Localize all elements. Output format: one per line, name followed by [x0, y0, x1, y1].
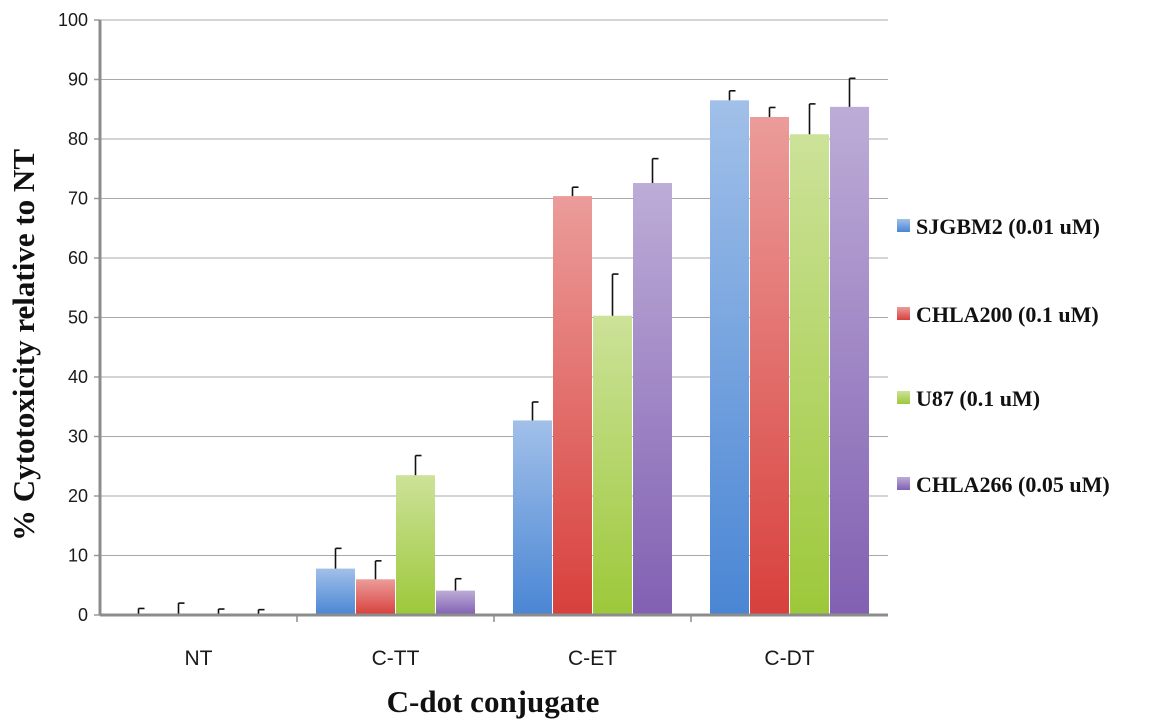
legend-swatch: [897, 477, 910, 490]
x-axis-title: C-dot conjugate: [387, 684, 600, 719]
x-tick-label: C-TT: [372, 647, 420, 670]
bars: [316, 100, 869, 616]
y-tick-label: 10: [68, 546, 88, 566]
x-tick-label: C-ET: [568, 647, 617, 670]
bar: [513, 420, 552, 615]
error-bars: [137, 77, 856, 615]
y-tick-label: 70: [68, 189, 88, 209]
bar: [633, 183, 672, 615]
y-axis-title: % Cytotoxicity relative to NT: [6, 149, 41, 541]
legend-label: SJGBM2 (0.01 uM): [916, 214, 1100, 239]
y-tick-label: 20: [68, 486, 88, 506]
bar: [750, 116, 789, 616]
gridlines: [100, 19, 888, 556]
bar: [316, 568, 355, 615]
y-tick-label: 0: [78, 605, 88, 625]
legend-label: U87 (0.1 uM): [916, 386, 1040, 411]
y-tick-label: 60: [68, 248, 88, 268]
bar: [553, 196, 592, 615]
bar: [790, 134, 829, 616]
axes: 0 10 20 30 40 50 60 70 80 90 100 NT C-TT C-ET C-DT: [58, 10, 888, 670]
y-tick-label: 30: [68, 427, 88, 447]
bar: [710, 100, 749, 615]
legend-swatch: [897, 219, 910, 232]
legend-swatch: [897, 391, 910, 404]
y-tick-label: 100: [58, 10, 88, 30]
legend: SJGBM2 (0.01 uM) CHLA200 (0.1 uM) U87 (0.1…: [897, 214, 1110, 497]
y-tick-label: 80: [68, 129, 88, 149]
bar: [830, 106, 869, 616]
bar: [593, 315, 632, 615]
legend-label: CHLA266 (0.05 uM): [916, 472, 1110, 497]
bar: [436, 590, 475, 615]
legend-label: CHLA200 (0.1 uM): [916, 302, 1099, 327]
x-tick-label: NT: [185, 647, 213, 670]
y-tick-label: 40: [68, 367, 88, 387]
legend-swatch: [897, 307, 910, 320]
bar: [396, 475, 435, 615]
bar: [356, 579, 395, 615]
y-tick-label: 90: [68, 70, 88, 90]
x-tick-label: C-DT: [764, 647, 814, 670]
y-tick-label: 50: [68, 308, 88, 328]
